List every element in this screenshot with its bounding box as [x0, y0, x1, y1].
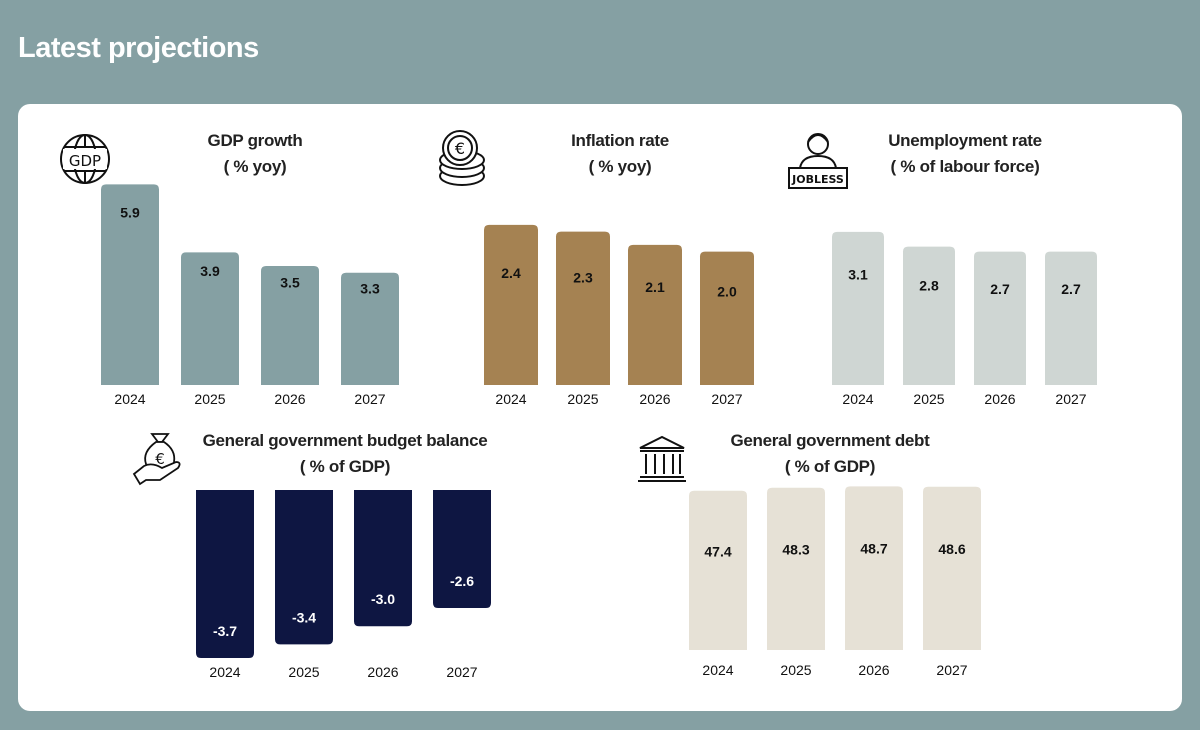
title: GDP growth [207, 131, 303, 150]
subtitle: ( % yoy) [223, 157, 287, 176]
svg-text:€: € [455, 139, 465, 158]
money-bag-hand-icon: € [132, 433, 181, 486]
jobless-person-icon: JOBLESS [788, 133, 848, 189]
chart-title-budget: General government budget balance ( % of … [180, 428, 510, 480]
svg-text:GDP: GDP [69, 152, 101, 170]
gdp-globe-icon: GDP [60, 134, 110, 184]
subtitle: ( % yoy) [588, 157, 652, 176]
subtitle: ( % of GDP) [299, 457, 391, 476]
subtitle: ( % of labour force) [890, 157, 1040, 176]
chart-title-debt: General government debt ( % of GDP) [700, 428, 960, 480]
svg-text:€: € [155, 450, 165, 468]
title: General government debt [730, 431, 930, 450]
bank-building-icon [638, 435, 686, 482]
title: Inflation rate [571, 131, 669, 150]
chart-title-gdp: GDP growth ( % yoy) [155, 128, 355, 180]
euro-coins-icon: € [439, 130, 485, 186]
jobless-sign-text: JOBLESS [791, 173, 844, 186]
chart-title-unemployment: Unemployment rate ( % of labour force) [850, 128, 1080, 180]
chart-title-inflation: Inflation rate ( % yoy) [520, 128, 720, 180]
subtitle: ( % of GDP) [784, 457, 876, 476]
title: Unemployment rate [888, 131, 1042, 150]
projections-card [18, 104, 1182, 711]
page-title: Latest projections [18, 32, 259, 64]
title: General government budget balance [202, 431, 488, 450]
